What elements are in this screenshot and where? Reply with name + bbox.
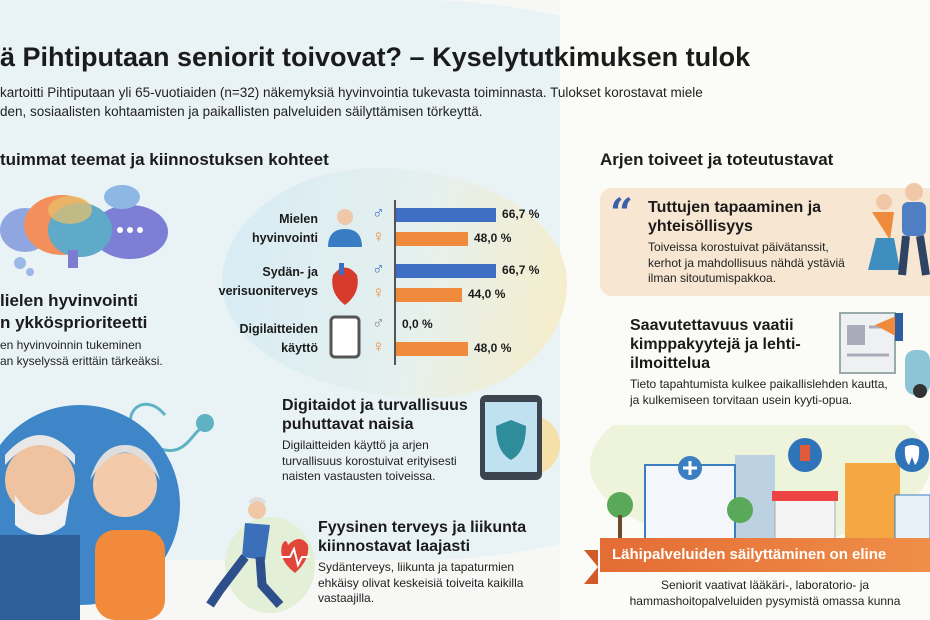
category-label-digital: Digilaitteiden käyttö xyxy=(208,320,318,358)
male-symbol-icon: ♂ xyxy=(372,259,385,278)
left-section-heading: tuimmat teemat ja kiinnostuksen kohteet xyxy=(0,150,329,169)
physical-block: Fyysinen terveys ja liikunta kiinnostava… xyxy=(318,518,553,607)
bar-value-label: 0,0 % xyxy=(402,317,433,331)
category-label-line: Mielen xyxy=(279,212,318,226)
community-title: Tuttujen tapaaminen ja yhteisöllisyys xyxy=(648,199,822,235)
digital-body: Digilaitteiden käyttö ja arjen turvallis… xyxy=(282,438,457,483)
digital-block: Digitaidot ja turvallisuus puhuttavat na… xyxy=(282,396,477,485)
access-title: Saavutettavuus vaatii kimppakyytejä ja l… xyxy=(630,317,801,372)
male-symbol-icon: ♂ xyxy=(372,203,385,222)
dancing-couple-icon xyxy=(868,183,930,276)
bar-value-label: 66,7 % xyxy=(502,207,540,221)
category-label-line: käyttö xyxy=(281,341,318,355)
bar-chart: Mielen hyvinvointi Sydän- ja verisuoniterv… xyxy=(0,0,539,365)
female-symbol-icon: ♀ xyxy=(372,283,385,302)
category-label-mental: Mielen hyvinvointi xyxy=(208,210,318,248)
bar-value-label: 66,7 % xyxy=(502,263,540,277)
physical-body: Sydänterveys, liikunta ja tapaturmien eh… xyxy=(318,560,524,605)
seniors-portrait-illustration xyxy=(0,402,214,620)
mental-body-line-2: an kyselyssä erittäin tärkeäksi. xyxy=(0,353,163,368)
page-title: ä Pihtiputaan seniorit toivovat? – Kysel… xyxy=(0,42,751,72)
bar-female-2 xyxy=(396,342,468,356)
person-icon xyxy=(328,209,362,247)
town-services-illustration xyxy=(590,425,930,540)
bar-female-0 xyxy=(396,232,468,246)
category-label-line: Sydän- ja xyxy=(262,265,318,279)
tablet-icon xyxy=(329,315,361,359)
category-label-line: verisuoniterveys xyxy=(218,284,318,298)
mental-body: en hyvinvoinnin tukeminen an kyselyssä e… xyxy=(0,338,210,369)
female-symbol-icon: ♀ xyxy=(372,337,385,356)
community-body: Toiveissa korostuivat päivätanssit, kerh… xyxy=(648,240,845,285)
runner-heart-icon xyxy=(206,497,315,613)
chart-axis-line xyxy=(394,200,396,365)
mental-body-line-1: en hyvinvoinnin tukeminen xyxy=(0,338,142,352)
bar-value-label: 48,0 % xyxy=(474,231,512,245)
services-body: Seniorit vaativat lääkäri-, laboratorio-… xyxy=(600,578,930,609)
mental-title-line-2: n ykkösprioriteetti xyxy=(0,313,148,332)
bar-value-label: 44,0 % xyxy=(468,287,506,301)
mental-block: lielen hyvinvointi n ykkösprioriteetti e… xyxy=(0,290,210,369)
category-icons xyxy=(328,209,362,359)
access-body: Tieto tapahtumista kulkee paikallislehde… xyxy=(630,377,888,407)
mental-title: lielen hyvinvointi n ykkösprioriteetti xyxy=(0,290,210,334)
services-banner: Lähipalveluiden säilyttäminen on eline xyxy=(600,538,930,572)
community-block: Tuttujen tapaaminen ja yhteisöllisyys To… xyxy=(648,198,856,287)
newspaper-megaphone-icon xyxy=(839,312,930,398)
male-symbol-icon: ♂ xyxy=(372,313,385,332)
services-body-line-2: hammashoitopalveluiden pysymistä omassa … xyxy=(629,593,901,608)
heart-organ-icon xyxy=(332,263,358,305)
access-block: Saavutettavuus vaatii kimppakyytejä ja l… xyxy=(630,316,900,408)
bar-male-0 xyxy=(396,208,497,222)
physical-title: Fyysinen terveys ja liikunta kiinnostava… xyxy=(318,519,527,555)
category-label-heart: Sydän- ja verisuoniterveys xyxy=(208,263,318,301)
banner-tail xyxy=(584,550,598,584)
bar-value-label: 48,0 % xyxy=(474,341,512,355)
category-label-line: hyvinvointi xyxy=(252,231,318,245)
subtitle-line-1: kartoitti Pihtiputaan yli 65-vuotiaiden … xyxy=(0,85,703,100)
services-body-line-1: Seniorit vaativat lääkäri-, laboratorio-… xyxy=(660,578,870,592)
brain-speech-bubbles-icon xyxy=(0,185,168,276)
quote-icon: “ xyxy=(610,190,634,237)
mental-title-line-1: lielen hyvinvointi xyxy=(0,291,138,310)
bar-male-1 xyxy=(396,264,497,278)
tablet-shield-icon xyxy=(480,395,560,480)
digital-title: Digitaidot ja turvallisuus puhuttavat na… xyxy=(282,397,468,433)
female-symbol-icon: ♀ xyxy=(372,227,385,246)
right-section-heading: Arjen toiveet ja toteutustavat xyxy=(600,150,834,169)
bar-female-1 xyxy=(396,288,462,302)
category-label-line: Digilaitteiden xyxy=(239,322,318,336)
subtitle-line-2: den, sosiaalisten kohtaamisten ja paikal… xyxy=(0,104,483,119)
